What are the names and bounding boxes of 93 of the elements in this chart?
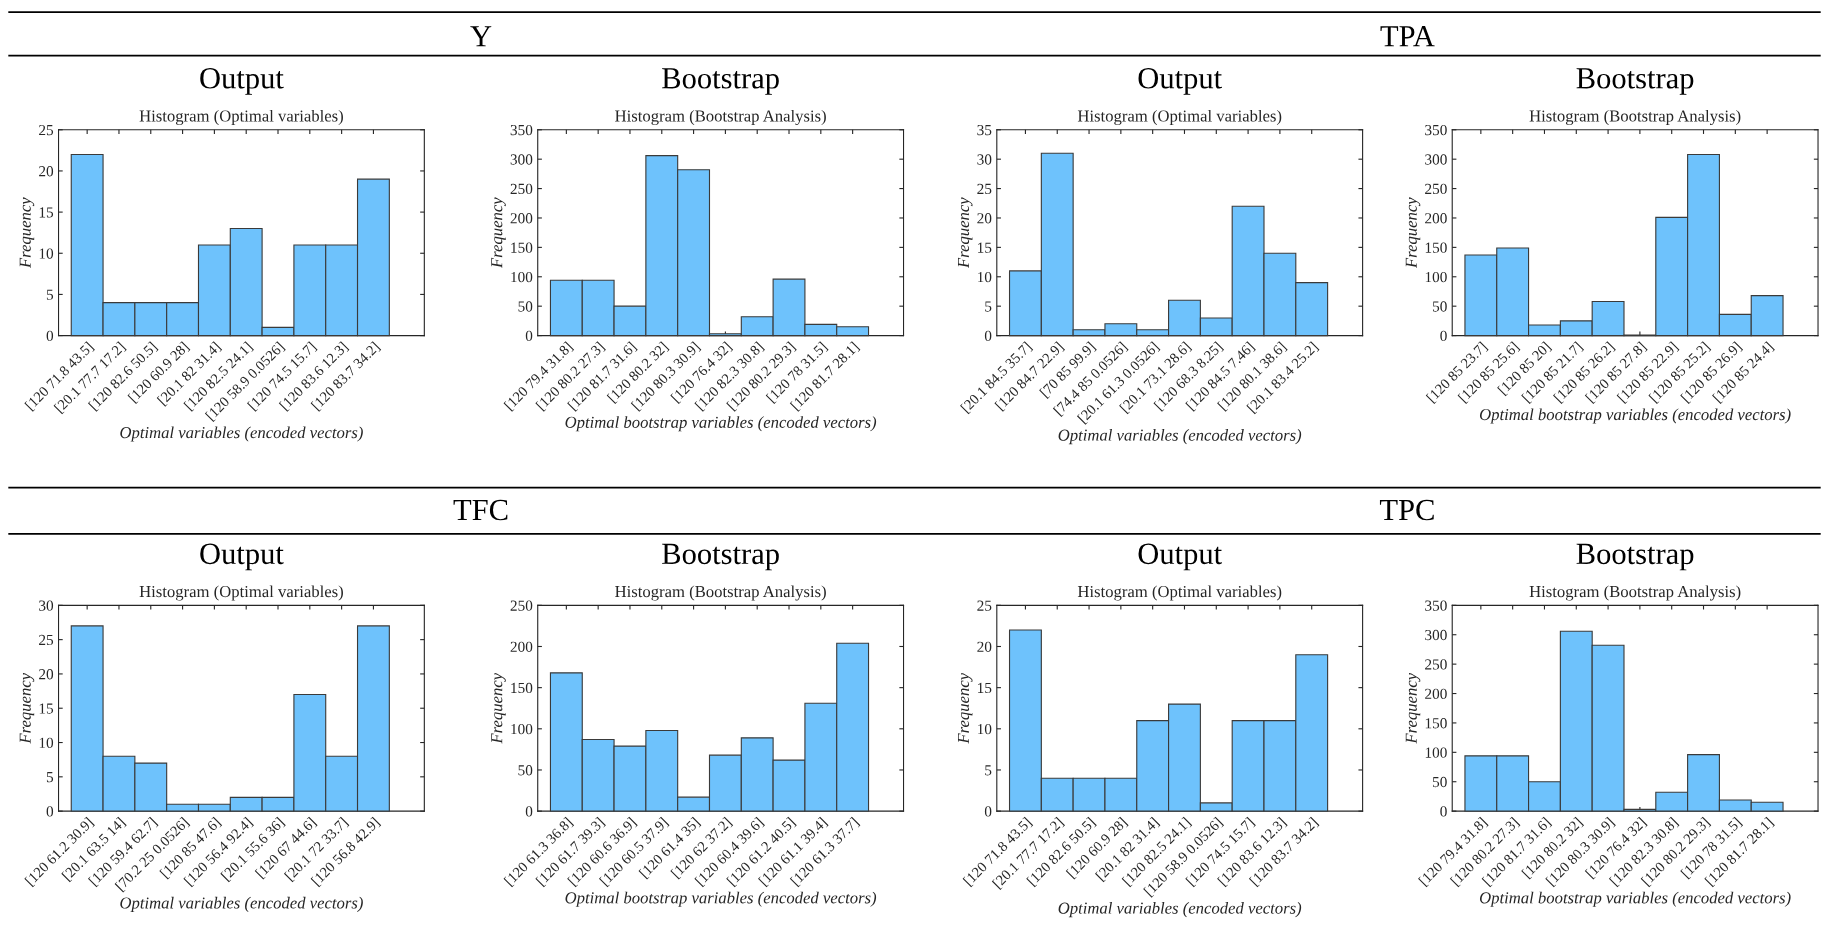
y-axis-title: Frequency (19, 197, 35, 269)
y-tick-label: 350 (1425, 600, 1447, 611)
y-tick-label: 0 (984, 806, 992, 817)
y-tick-label: 100 (511, 723, 533, 735)
y-tick-label: 250 (1425, 183, 1447, 195)
x-axis-title: Optimal bootstrap variables (encoded vectors) (1479, 408, 1791, 424)
chart-subtitle: Histogram (Bootstrap Analysis) (1529, 109, 1741, 126)
y-tick-label: 200 (510, 213, 533, 224)
y-tick-label: 200 (510, 641, 533, 652)
y-tick-label: 5 (46, 772, 54, 783)
y-tick-label: 150 (511, 682, 533, 694)
y-tick-label: 5 (46, 289, 54, 300)
chart-subtitle: Histogram (Optimal variables) (1077, 109, 1282, 126)
y-tick-label: 250 (1425, 659, 1447, 670)
y-tick-label: 150 (511, 242, 533, 253)
y-tick-label: 20 (977, 213, 992, 224)
chart-title: Output (1138, 543, 1222, 571)
y-tick-label: 10 (39, 248, 54, 259)
y-tick-label: 30 (39, 600, 54, 611)
y-tick-label: 50 (1432, 301, 1447, 312)
y-axis-title: Frequency (19, 672, 35, 744)
y-tick-label: 15 (39, 703, 54, 714)
x-axis-title: Optimal bootstrap variables (encoded vectors) (1479, 891, 1791, 907)
y-tick-label: 15 (978, 682, 992, 694)
y-tick-label: 15 (978, 242, 992, 253)
y-tick-label: 10 (39, 737, 54, 748)
y-tick-label: 20 (39, 166, 54, 177)
y-tick-label: 350 (510, 124, 533, 136)
y-tick-label: 25 (977, 600, 992, 611)
y-axis-title: Frequency (491, 672, 506, 744)
y-tick-label: 250 (510, 183, 533, 195)
y-tick-label: 10 (978, 271, 992, 283)
y-axis-title: Frequency (1405, 672, 1421, 744)
x-axis-title: Optimal variables (encoded vectors) (120, 896, 363, 912)
y-tick-label: 20 (39, 669, 54, 680)
chart-subtitle: Histogram (Bootstrap Analysis) (615, 109, 826, 126)
text: TFC (453, 499, 508, 521)
chart-subtitle: Histogram (Optimal variables) (139, 585, 343, 601)
chart-subtitle: Histogram (Optimal variables) (139, 109, 343, 126)
y-tick-label: 20 (977, 641, 992, 652)
y-tick-label: 0 (984, 330, 992, 342)
y-tick-label: 0 (525, 330, 533, 342)
y-tick-label: 100 (511, 271, 533, 283)
y-tick-label: 300 (1425, 154, 1447, 165)
y-tick-label: 250 (510, 600, 533, 611)
y-tick-label: 25 (977, 183, 992, 195)
y-tick-label: 50 (518, 765, 533, 776)
chart-title: Output (200, 68, 284, 95)
y-axis-title: Frequency (1405, 197, 1421, 269)
y-tick-label: 200 (1425, 688, 1447, 699)
y-axis-title: Frequency (957, 197, 973, 269)
x-axis-title: Optimal variables (encoded vectors) (1058, 429, 1302, 445)
y-tick-label: 100 (1425, 271, 1447, 283)
y-tick-label: 0 (46, 330, 54, 342)
y-tick-label: 10 (978, 723, 992, 735)
text: Y (470, 26, 492, 47)
y-tick-label: 0 (1440, 330, 1447, 342)
text: TPA (1380, 26, 1435, 47)
chart-subtitle: Histogram (Bootstrap Analysis) (615, 585, 826, 601)
y-tick-label: 50 (1432, 776, 1447, 788)
y-tick-label: 0 (46, 806, 54, 817)
y-tick-label: 200 (1425, 213, 1447, 224)
y-tick-label: 50 (518, 301, 533, 312)
y-tick-label: 25 (39, 634, 54, 646)
y-axis-title: Frequency (957, 672, 973, 744)
y-tick-label: 350 (1425, 124, 1447, 136)
y-tick-label: 15 (39, 207, 54, 218)
y-tick-label: 30 (977, 154, 992, 165)
y-tick-label: 35 (977, 124, 992, 136)
y-tick-label: 5 (985, 765, 992, 776)
chart-title: Bootstrap (1576, 68, 1694, 95)
y-axis-title: Frequency (491, 197, 506, 269)
chart-title: Bootstrap (662, 543, 779, 571)
text: TPC (1379, 499, 1434, 521)
chart-title: Output (200, 543, 284, 571)
y-tick-label: 100 (1425, 747, 1447, 758)
x-axis-title: Optimal variables (encoded vectors) (120, 426, 363, 442)
y-tick-label: 300 (1425, 629, 1447, 641)
chart-title: Output (1138, 68, 1222, 95)
y-tick-label: 5 (985, 301, 992, 312)
y-tick-label: 0 (1440, 806, 1447, 817)
chart-title: Bootstrap (1576, 543, 1694, 571)
y-tick-label: 150 (1425, 718, 1447, 729)
y-tick-label: 0 (525, 806, 533, 817)
chart-subtitle: Histogram (Bootstrap Analysis) (1529, 585, 1741, 601)
chart-title: Bootstrap (662, 68, 779, 95)
x-axis-title: Optimal variables (encoded vectors) (1058, 902, 1302, 918)
x-axis-title: Optimal bootstrap variables (encoded vectors) (565, 891, 877, 907)
x-axis-title: Optimal bootstrap variables (encoded vectors) (565, 416, 877, 432)
y-tick-label: 150 (1425, 242, 1447, 253)
y-tick-label: 25 (39, 124, 54, 136)
chart-subtitle: Histogram (Optimal variables) (1077, 585, 1282, 601)
y-tick-label: 300 (510, 154, 533, 165)
